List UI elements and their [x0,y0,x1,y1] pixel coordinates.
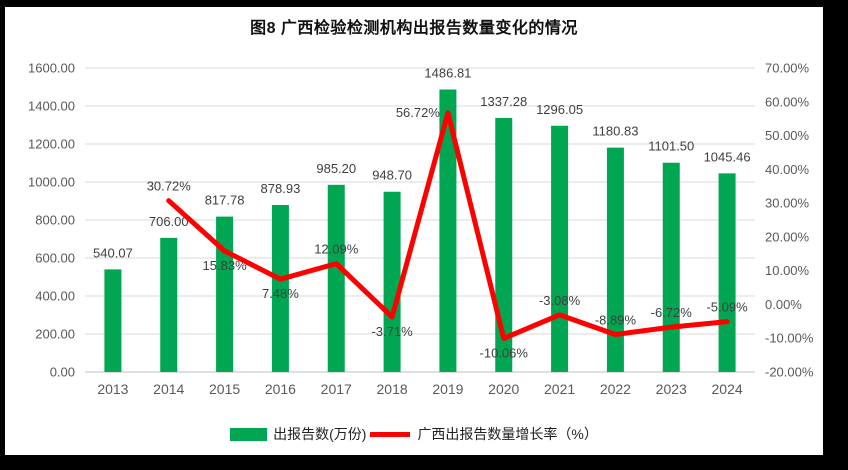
bar-value-label: 540.07 [93,245,133,260]
left-axis-tick: 1200.00 [28,137,75,152]
left-axis-tick: 200.00 [35,327,75,342]
left-axis-tick: 600.00 [35,251,75,266]
left-axis-tick: 400.00 [35,289,75,304]
x-axis-label: 2021 [544,381,575,397]
x-axis-label: 2014 [153,381,184,397]
bar-value-label: 878.93 [261,181,301,196]
bar-value-label: 817.78 [205,193,245,208]
left-axis-tick: 0.00 [50,365,75,380]
bar-value-label: 1486.81 [424,66,471,81]
bar [606,147,624,372]
bar-value-label: 1337.28 [480,94,527,109]
right-axis-tick: -10.00% [765,331,814,346]
left-axis-tick: 1400.00 [28,99,75,114]
x-axis-label: 2024 [712,381,743,397]
growth-rate-label: -10.06% [480,345,529,360]
growth-rate-label: -3.71% [371,324,413,339]
bar [271,205,289,372]
bar-value-label: 948.70 [372,168,412,183]
right-axis-tick: 60.00% [765,94,810,109]
bar [718,173,736,372]
bar-series-swatch-icon [230,427,268,441]
bar [160,237,178,372]
right-axis-tick: 40.00% [765,162,810,177]
chart-legend: 出报告数(万份) 广西出报告数量增长率（%） [5,424,823,444]
chart-plot-area: 0.00 200.00 400.00 600.00 800.00 1000.00 1200.… [28,61,814,398]
left-axis-tick: 1000.00 [28,175,75,190]
bar [662,162,680,372]
bar [495,117,513,372]
chart-title: 图8 广西检验检测机构出报告数量变化的情况 [250,20,578,37]
growth-rate-label: 30.72% [147,179,192,194]
x-axis-label: 2015 [209,381,240,397]
right-axis-tick: 20.00% [765,229,810,244]
right-axis-tick: -20.00% [765,365,814,380]
bar [439,89,457,372]
bar [104,269,122,372]
bar-value-label: 1180.83 [592,124,638,139]
left-axis-tick: 1600.00 [28,61,75,76]
growth-rate-label: -6.72% [651,305,693,320]
bar [216,216,234,372]
x-axis-label: 2018 [377,381,408,397]
x-axis-label: 2013 [97,381,128,397]
growth-rate-line [166,110,730,341]
left-axis-tick: 800.00 [35,213,75,228]
right-axis-tick: 30.00% [765,196,810,211]
chart-window: 图8 广西检验检测机构出报告数量变化的情况 0.00 200.00 400.00 60… [5,7,823,455]
x-axis-label: 2020 [488,381,519,397]
x-axis-label: 2022 [600,381,631,397]
bar [327,184,345,372]
x-axis-label: 2017 [321,381,352,397]
growth-rate-label: -3.08% [539,293,581,308]
growth-rate-label: 56.72% [396,105,441,120]
growth-rate-label: 12.09% [314,242,359,257]
legend-item-bars: 出报告数(万份) [230,424,366,444]
bar-value-label: 1045.46 [704,149,751,164]
bar-value-label: 1101.50 [648,139,694,154]
x-axis-label: 2019 [432,381,463,397]
bar-value-label: 1296.05 [536,102,583,117]
x-axis-label: 2016 [265,381,296,397]
right-axis-tick: 50.00% [765,128,810,143]
legend-label-line: 广西出报告数量增长率（%） [417,426,598,442]
line-series-swatch-icon [370,431,411,437]
bar [551,125,569,372]
growth-rate-label: 7.48% [262,286,299,301]
x-axis-label: 2023 [656,381,687,397]
right-axis-tick: 10.00% [765,263,810,278]
bar [383,191,401,372]
growth-rate-label: -8.89% [595,312,637,327]
right-axis-tick: 70.00% [765,61,810,76]
growth-rate-label: -5.09% [706,300,748,315]
legend-item-line: 广西出报告数量增长率（%） [369,424,598,444]
bar-value-label: 706.00 [149,214,189,229]
legend-label-bars: 出报告数(万份) [273,426,367,442]
right-axis-tick: 0.00% [765,297,802,312]
bar-value-label: 985.20 [316,161,356,176]
growth-rate-label: 15.83% [203,258,248,273]
